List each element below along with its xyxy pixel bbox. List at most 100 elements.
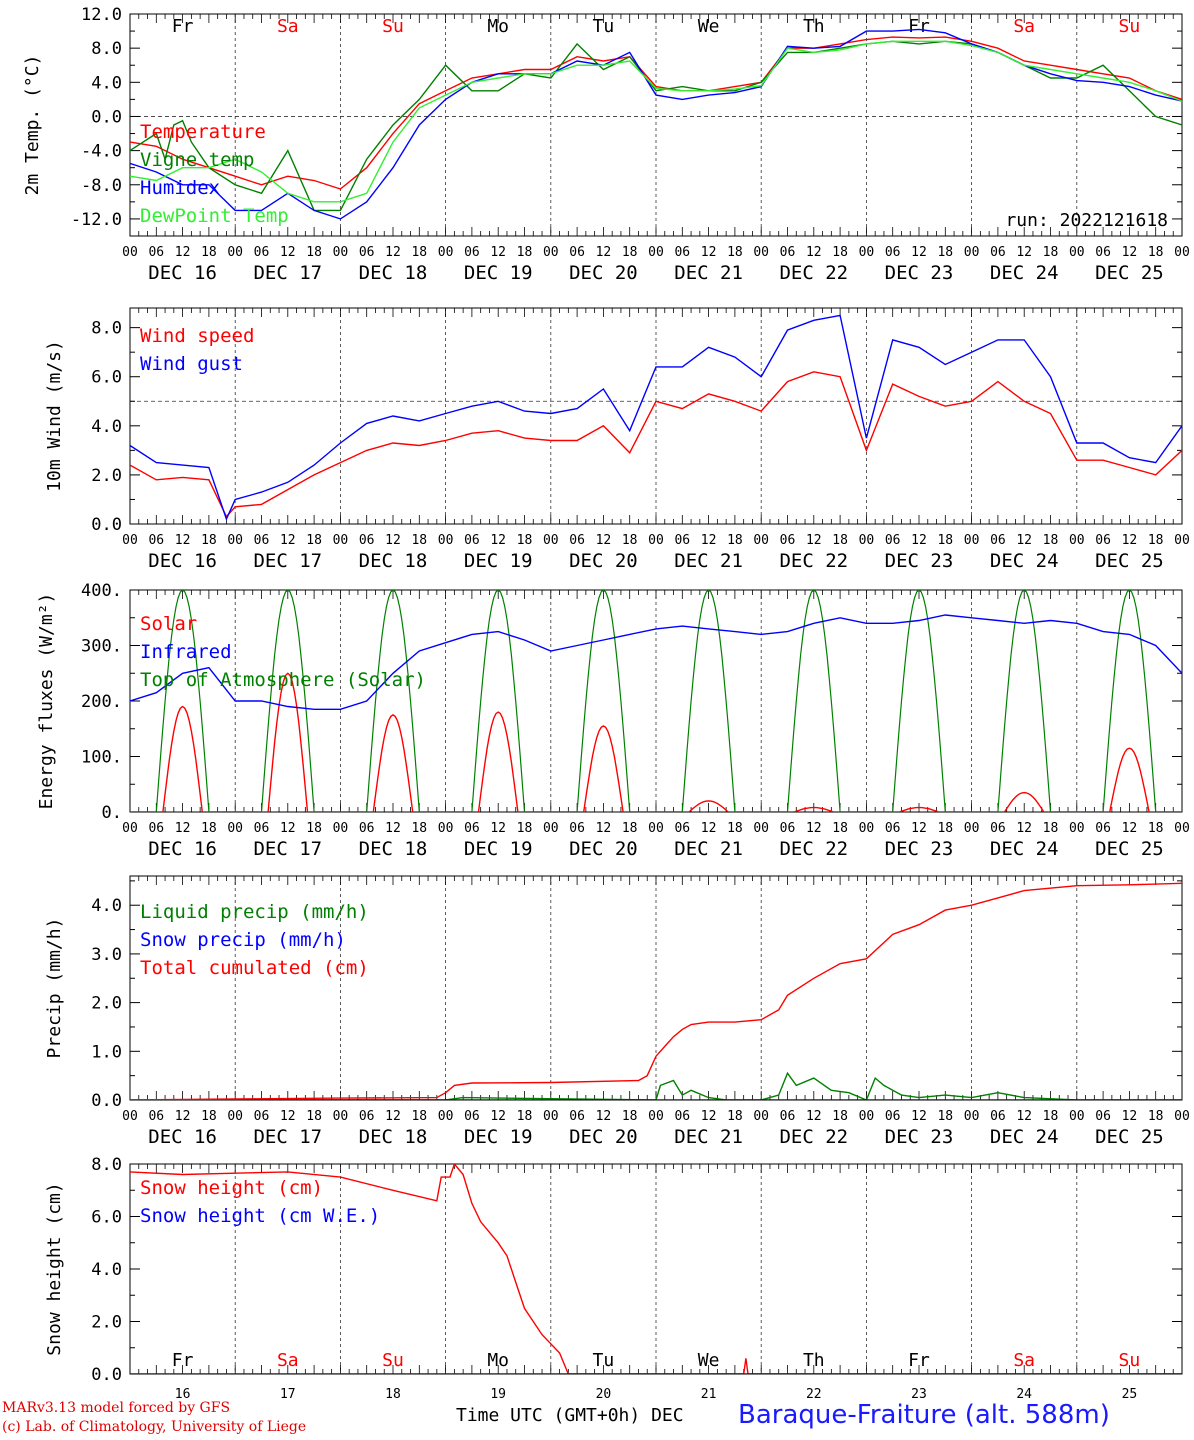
day-label: DEC 20 [569,1126,638,1148]
legend-entry: Infrared [140,641,232,663]
hour-tick-label: 00 [648,1109,664,1124]
hour-tick-label: 18 [727,821,743,836]
hour-tick-label: 00 [648,821,664,836]
series-line-0 [130,371,1182,518]
hour-tick-label: 12 [175,533,191,548]
hour-tick-label: 06 [885,821,901,836]
hour-tick-label: 18 [1148,533,1164,548]
hour-tick-label: 00 [1069,1109,1085,1124]
hour-tick-label: 12 [385,245,401,260]
hour-tick-label: 06 [254,245,270,260]
y-tick-label: 8.0 [91,1155,122,1175]
series-line-1 [130,40,1182,212]
day-label: DEC 18 [359,262,428,284]
hour-tick-label: 18 [937,1109,953,1124]
y-tick-label: 400. [81,581,122,601]
run-annotation: run: 2022121618 [1005,210,1168,231]
hour-tick-label: 06 [780,821,796,836]
day-label: DEC 25 [1095,550,1164,572]
hour-tick-label: 12 [701,1109,717,1124]
hour-tick-label: 06 [464,245,480,260]
hour-tick-label: 00 [859,245,875,260]
hour-tick-label: 12 [806,1109,822,1124]
weekday-label: Mo [487,1350,509,1371]
y-tick-label: -8.0 [81,176,122,196]
day-number-label: 17 [280,1387,296,1402]
hour-tick-label: 00 [333,821,349,836]
day-label: DEC 22 [779,550,848,572]
credit-line-lab: (c) Lab. of Climatology, University of L… [2,1419,307,1435]
legend-entry: Top of Atmosphere (Solar) [140,669,426,691]
hour-tick-label: 12 [701,821,717,836]
credit-line-model: MARv3.13 model forced by GFS [2,1400,231,1416]
weekday-label: Th [803,16,825,37]
y-tick-label: 200. [81,692,122,712]
hour-tick-label: 06 [990,245,1006,260]
series-line-solar [130,672,1182,812]
hour-tick-label: 18 [1148,1109,1164,1124]
day-label: DEC 23 [885,838,954,860]
hour-tick-label: 18 [411,1109,427,1124]
hour-tick-label: 18 [201,1109,217,1124]
day-label: DEC 20 [569,550,638,572]
day-label: DEC 23 [885,262,954,284]
hour-tick-label: 12 [1016,533,1032,548]
day-number-label: 22 [806,1387,822,1402]
y-axis-label: Energy fluxes (W/m²) [36,593,57,810]
y-tick-label: 2.0 [91,466,122,486]
hour-tick-label: 06 [1095,533,1111,548]
hour-tick-label: 18 [201,533,217,548]
weekday-label: Fr [172,1350,194,1371]
hour-tick-label: 00 [1069,533,1085,548]
hour-tick-label: 12 [806,245,822,260]
hour-tick-label: 18 [937,821,953,836]
day-number-label: 20 [596,1387,612,1402]
hour-tick-label: 12 [175,1109,191,1124]
hour-tick-label: 06 [569,821,585,836]
hour-tick-label: 18 [201,821,217,836]
legend-entry: DewPoint Temp [140,205,289,227]
hour-tick-label: 00 [227,821,243,836]
hour-tick-label: 12 [1016,245,1032,260]
hour-tick-label: 06 [359,1109,375,1124]
y-tick-label: 0. [102,803,122,823]
hour-tick-label: 06 [464,533,480,548]
hour-tick-label: 00 [1174,1109,1190,1124]
weekday-label: Fr [172,16,194,37]
y-tick-label: 0.0 [91,515,122,535]
day-label: DEC 24 [990,838,1059,860]
hour-tick-label: 12 [596,1109,612,1124]
y-tick-label: 1.0 [91,1042,122,1062]
hour-tick-label: 18 [832,245,848,260]
hour-tick-label: 00 [438,821,454,836]
weekday-label: Su [382,1350,404,1371]
y-tick-label: 100. [81,748,122,768]
hour-tick-label: 12 [385,1109,401,1124]
hour-tick-label: 18 [517,821,533,836]
hour-tick-label: 12 [175,245,191,260]
hour-tick-label: 12 [1122,245,1138,260]
day-label: DEC 25 [1095,1126,1164,1148]
hour-tick-label: 00 [859,1109,875,1124]
hour-tick-label: 18 [727,245,743,260]
x-axis-title: Time UTC (GMT+0h) DEC [456,1405,684,1426]
hour-tick-label: 12 [490,1109,506,1124]
hour-tick-label: 06 [885,1109,901,1124]
hour-tick-label: 00 [438,1109,454,1124]
day-number-label: 21 [701,1387,717,1402]
hour-tick-label: 12 [280,533,296,548]
day-label: DEC 16 [148,1126,217,1148]
series-line-0 [130,1164,1182,1374]
hour-tick-label: 18 [306,821,322,836]
hour-tick-label: 00 [543,245,559,260]
series-line-1 [130,314,1182,522]
day-label: DEC 23 [885,550,954,572]
legend-entry: Vigne temp [140,149,254,171]
hour-tick-label: 00 [964,821,980,836]
legend-entry: Snow precip (mm/h) [140,929,346,951]
y-tick-label: 12.0 [81,5,122,25]
day-number-label: 25 [1122,1387,1138,1402]
hour-tick-label: 00 [648,533,664,548]
hour-tick-label: 18 [517,533,533,548]
hour-tick-label: 06 [1095,821,1111,836]
